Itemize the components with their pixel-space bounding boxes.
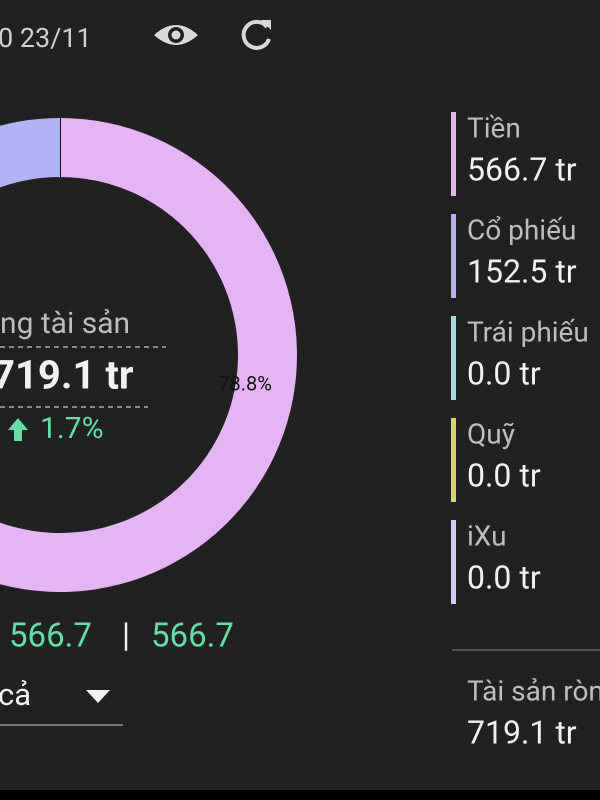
center-title: ng tài sản [0, 306, 130, 341]
eye-icon[interactable] [154, 25, 198, 45]
legend-bar [451, 520, 456, 604]
donut-segment [0, 118, 297, 592]
legend-label: Tiền [467, 111, 521, 144]
segment-label: 78.8% [218, 372, 272, 396]
footer-value: 719.1 tr [467, 713, 577, 751]
legend-label: iXu [467, 519, 507, 552]
legend-label: Cổ phiếu [467, 213, 576, 246]
date[interactable]: 0 23/11 [0, 22, 92, 54]
legend-value: 566.7 tr [467, 150, 577, 188]
legend-bar [451, 316, 456, 400]
legend-value: 0.0 tr [467, 456, 541, 494]
bottom-bar [0, 790, 600, 800]
up-arrow [8, 418, 28, 441]
donut-segment [0, 118, 60, 188]
summary-left: 566.7 [9, 617, 92, 656]
change: 1.7% [40, 411, 104, 446]
footer-label: Tài sản ròng [467, 674, 600, 707]
donut-chart: 78.8% [0, 118, 297, 592]
separator: | [122, 617, 130, 656]
legend-bar [451, 112, 456, 196]
legend-bar [451, 214, 456, 298]
dropdown-arrow[interactable] [86, 690, 110, 703]
summary-right: 566.7 [151, 617, 234, 656]
legend-value: 152.5 tr [467, 252, 577, 290]
filter[interactable]: cả [0, 676, 31, 713]
legend-bar [451, 418, 456, 502]
legend-value: 0.0 tr [467, 354, 541, 392]
legend-value: 0.0 tr [467, 558, 541, 596]
legend-label: Trái phiếu [467, 315, 589, 348]
center-total: 719.1 tr [0, 352, 134, 399]
refresh-icon[interactable] [241, 19, 271, 50]
legend: Tiền 566.7 tr Cổ phiếu 152.5 tr Trái phiếu 0.… [451, 111, 589, 604]
legend-label: Quỹ [467, 417, 515, 450]
